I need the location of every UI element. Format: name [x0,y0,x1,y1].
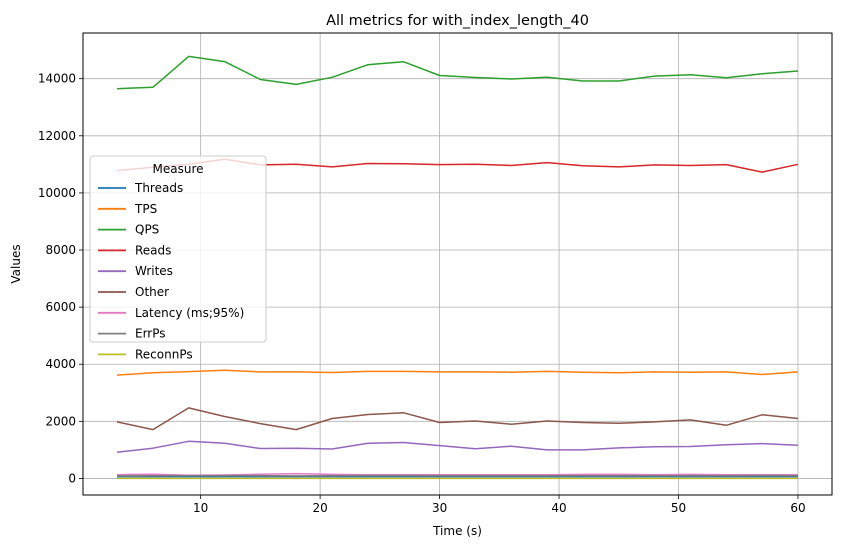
legend-label: Threads [134,181,183,195]
x-axis-label: Time (s) [432,524,482,538]
y-axis-label: Values [9,244,23,283]
y-tick-label: 2000 [45,414,76,428]
legend-title: Measure [153,162,204,176]
legend-box [89,155,267,343]
series-line-writes [116,440,799,453]
legend-label: Writes [135,264,173,278]
y-tick-label: 0 [68,471,76,485]
x-tick-label: 40 [551,501,566,515]
y-tick-label: 6000 [45,300,76,314]
x-tick-label: 50 [671,501,686,515]
series-line-latency-ms-95 [116,472,798,477]
x-tick-label: 30 [432,501,447,515]
legend-label: TPS [134,202,157,216]
grid-lines [83,33,832,495]
y-tick-label: 10000 [38,186,76,200]
legend-label: Latency (ms;95%) [135,306,244,320]
y-tick-label: 4000 [45,357,76,371]
legend: Measure Threads TPS QPS Reads Writes Other Lat… [89,155,267,361]
legend-items: Threads TPS QPS Reads Writes Other Latency (ms… [98,181,244,361]
x-tick-label: 10 [193,501,208,515]
x-tick-label: 20 [312,501,327,515]
legend-label: QPS [135,223,159,237]
y-tick-label: 12000 [38,129,76,143]
y-axis-ticks: 0 2000 4000 6000 8000 10000 12000 14000 [38,72,83,485]
series-line-qps [116,55,799,90]
legend-label: Other [135,285,169,299]
series-line-tps [116,369,799,376]
legend-label: Reads [135,243,171,257]
y-tick-label: 14000 [38,72,76,86]
x-tick-label: 60 [790,501,805,515]
plot-frame [82,32,833,496]
chart-title: All metrics for with_index_length_40 [326,13,589,29]
y-tick-label: 8000 [45,243,76,257]
x-axis-ticks: 10 20 30 40 50 60 [193,495,806,515]
legend-label: ErrPs [135,327,166,341]
series-line-other [116,407,799,431]
legend-label: ReconnPs [135,347,193,361]
